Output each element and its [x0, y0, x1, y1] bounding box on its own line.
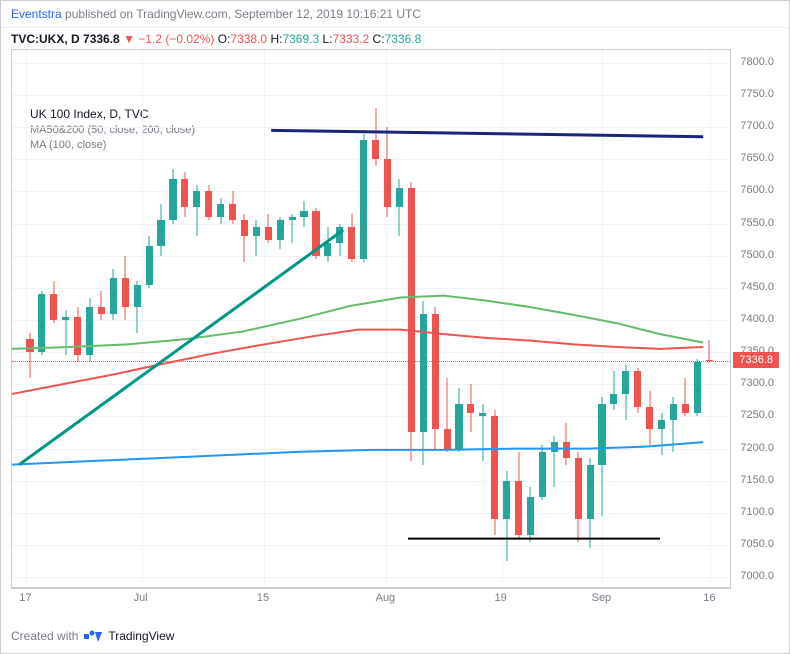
x-tick-label: 15 — [257, 592, 269, 604]
ohlc-c-label: C: — [373, 32, 385, 46]
ohlc-h: 7369.3 — [282, 32, 319, 46]
ticker-bar: TVC:UKX, D 7336.8 ▼ −1.2 (−0.02%) O:7338… — [1, 28, 789, 50]
change: −1.2 — [138, 32, 162, 46]
change-pct: (−0.02%) — [165, 32, 214, 46]
x-tick-label: 16 — [703, 592, 715, 604]
publish-bar: Eventstra published on TradingView.com, … — [1, 1, 789, 28]
overlay-lines — [12, 50, 730, 588]
y-tick-label: 7800.0 — [740, 56, 774, 68]
chart-area[interactable]: UK 100 Index, D, TVC MA50&200 (50, close… — [11, 49, 731, 589]
ohlc-l: 7333.2 — [333, 32, 370, 46]
ohlc-o: 7338.0 — [230, 32, 267, 46]
publisher-name: Eventstra — [11, 7, 62, 21]
y-tick-label: 7000.0 — [740, 570, 774, 582]
y-tick-label: 7750.0 — [740, 88, 774, 100]
y-tick-label: 7150.0 — [740, 474, 774, 486]
y-tick-label: 7250.0 — [740, 409, 774, 421]
y-tick-label: 7200.0 — [740, 442, 774, 454]
y-tick-label: 7500.0 — [740, 249, 774, 261]
y-tick-label: 7600.0 — [740, 184, 774, 196]
last-price: 7336.8 — [83, 32, 120, 46]
symbol: TVC:UKX, D — [11, 32, 80, 46]
footer: Created with TradingView — [11, 629, 174, 643]
ohlc-o-label: O: — [218, 32, 231, 46]
x-tick-label: 19 — [494, 592, 506, 604]
x-tick-label: 17 — [19, 592, 31, 604]
y-tick-label: 7450.0 — [740, 281, 774, 293]
y-tick-label: 7650.0 — [740, 152, 774, 164]
x-tick-label: Sep — [592, 592, 612, 604]
y-tick-label: 7400.0 — [740, 313, 774, 325]
y-axis: 7000.0 7050.0 7100.0 7150.0 7200.0 7250.0 7300… — [729, 49, 779, 589]
ohlc-h-label: H: — [270, 32, 282, 46]
y-tick-label: 7700.0 — [740, 120, 774, 132]
ma200-line — [12, 442, 703, 465]
ohlc-l-label: L: — [322, 32, 332, 46]
y-tick-label: 7550.0 — [740, 217, 774, 229]
ma100-line — [12, 296, 703, 349]
tradingview-icon — [84, 629, 102, 643]
y-tick-label: 7050.0 — [740, 538, 774, 550]
ohlc-c: 7336.8 — [385, 32, 422, 46]
direction-icon: ▼ — [123, 32, 135, 46]
footer-text: Created with — [11, 629, 78, 643]
y-tick-label: 7100.0 — [740, 506, 774, 518]
ma50-line — [12, 330, 703, 394]
publish-info: published on TradingView.com, September … — [65, 7, 421, 21]
x-tick-label: Aug — [376, 592, 396, 604]
x-tick-label: Jul — [134, 592, 148, 604]
x-axis: 17 Jul 15 Aug 19 Sep 16 — [11, 587, 731, 607]
trendline-1 — [271, 130, 703, 136]
footer-brand: TradingView — [108, 629, 174, 643]
current-price-label: 7336.8 — [733, 352, 779, 368]
y-tick-label: 7300.0 — [740, 377, 774, 389]
